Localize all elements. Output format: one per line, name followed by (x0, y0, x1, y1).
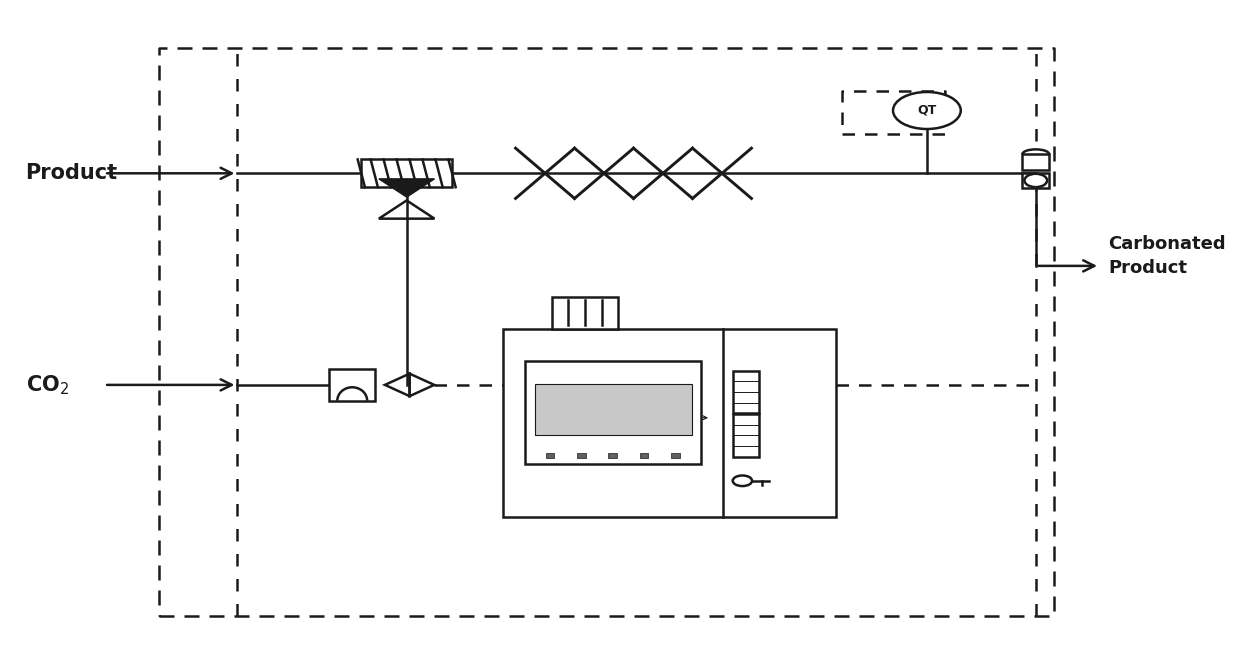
Circle shape (894, 92, 961, 129)
Text: QT: QT (917, 104, 936, 117)
Polygon shape (379, 179, 434, 197)
Text: Carbonated
Product: Carbonated Product (1108, 235, 1226, 277)
Bar (577, 453, 585, 457)
Text: Product: Product (26, 163, 117, 183)
Bar (362, 159, 452, 187)
Bar (671, 453, 680, 457)
Bar (535, 384, 691, 436)
Bar (640, 453, 648, 457)
Bar (1022, 173, 1050, 188)
Bar (329, 369, 376, 401)
Bar (1022, 154, 1050, 170)
Bar (552, 297, 619, 329)
Bar (503, 329, 836, 517)
Bar (545, 453, 554, 457)
Bar (733, 414, 759, 457)
Bar (609, 453, 617, 457)
Bar (733, 371, 759, 414)
Bar (525, 361, 701, 464)
Text: CO$_2$: CO$_2$ (26, 373, 69, 396)
